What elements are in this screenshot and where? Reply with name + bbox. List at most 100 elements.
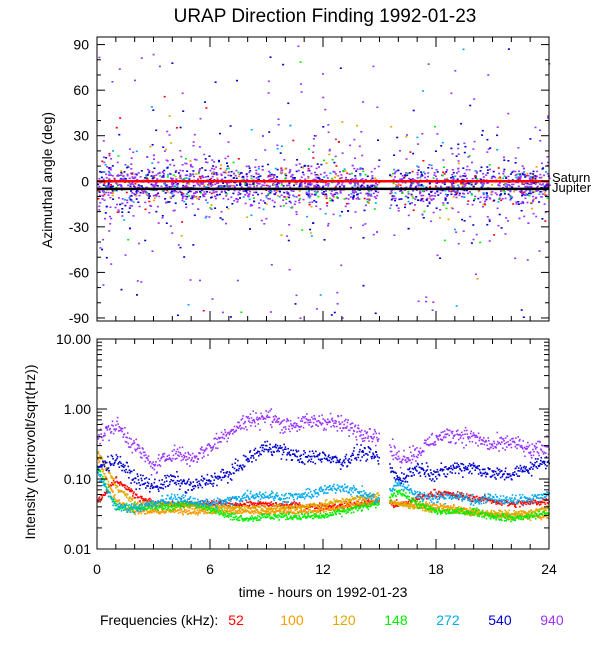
scatter-point	[521, 192, 524, 195]
intensity-point	[298, 502, 301, 504]
scatter-point	[192, 244, 195, 246]
scatter-point	[451, 169, 454, 171]
scatter-point	[471, 203, 474, 206]
scatter-point	[447, 218, 450, 221]
scatter-point	[247, 193, 250, 196]
scatter-point	[548, 184, 551, 186]
intensity-point	[232, 508, 235, 511]
intensity-point	[469, 515, 472, 517]
intensity-point	[292, 502, 295, 504]
intensity-point	[278, 509, 280, 511]
intensity-point	[115, 487, 117, 489]
scatter-point	[470, 242, 473, 244]
scatter-point	[258, 202, 260, 205]
scatter-point	[133, 193, 136, 195]
scatter-point	[375, 182, 377, 185]
intensity-point	[393, 503, 395, 505]
scatter-point	[272, 175, 275, 177]
intensity-point	[441, 494, 444, 496]
scatter-point	[368, 185, 371, 188]
scatter-point	[304, 182, 306, 184]
scatter-point	[293, 195, 296, 198]
scatter-point	[356, 193, 358, 196]
scatter-point	[331, 177, 334, 180]
intensity-point	[137, 508, 139, 511]
scatter-point	[308, 148, 310, 150]
intensity-point	[117, 489, 119, 491]
intensity-point	[101, 468, 104, 470]
scatter-point	[482, 176, 485, 178]
scatter-point	[371, 184, 374, 187]
scatter-point	[232, 192, 235, 195]
scatter-point	[198, 198, 201, 200]
intensity-point	[493, 510, 495, 512]
scatter-point	[151, 185, 154, 187]
scatter-point	[312, 144, 315, 147]
scatter-point	[536, 170, 539, 173]
scatter-point	[163, 182, 165, 185]
scatter-point	[255, 177, 258, 179]
intensity-point	[191, 511, 194, 514]
scatter-point	[434, 192, 437, 195]
intensity-point	[241, 512, 243, 514]
scatter-point	[544, 194, 547, 196]
scatter-point	[354, 175, 357, 177]
intensity-point	[535, 501, 537, 504]
scatter-point	[245, 173, 248, 175]
intensity-point	[481, 510, 483, 513]
scatter-point	[372, 233, 375, 236]
scatter-point	[121, 202, 124, 205]
scatter-point	[541, 168, 544, 170]
scatter-point	[457, 167, 460, 170]
scatter-point	[488, 220, 491, 222]
scatter-point	[422, 200, 425, 203]
scatter-point	[116, 183, 119, 185]
scatter-point	[135, 150, 138, 153]
intensity-point	[128, 487, 130, 489]
scatter-point	[209, 207, 212, 209]
scatter-point	[241, 176, 244, 178]
intensity-point	[233, 507, 236, 509]
intensity-point	[252, 507, 255, 510]
scatter-point	[451, 153, 454, 155]
scatter-point	[267, 163, 270, 166]
scatter-point	[131, 176, 134, 178]
scatter-point	[526, 174, 528, 177]
scatter-point	[345, 202, 348, 205]
scatter-point	[395, 186, 398, 188]
intensity-point	[284, 505, 287, 507]
scatter-point	[293, 177, 296, 179]
intensity-point	[495, 501, 498, 503]
scatter-point	[149, 204, 152, 207]
scatter-point	[322, 186, 324, 188]
intensity-point	[171, 507, 174, 510]
scatter-point	[217, 182, 220, 184]
scatter-point	[136, 294, 138, 296]
scatter-point	[433, 174, 436, 176]
scatter-point	[247, 195, 250, 198]
intensity-point	[258, 511, 261, 514]
scatter-point	[247, 186, 250, 188]
scatter-point	[171, 192, 174, 195]
intensity-point	[404, 502, 406, 504]
intensity-point	[154, 504, 156, 507]
intensity-point	[143, 498, 145, 500]
scatter-point	[541, 193, 544, 195]
intensity-point	[179, 504, 182, 506]
intensity-point	[392, 501, 395, 504]
scatter-point	[347, 210, 350, 212]
scatter-point	[324, 108, 327, 111]
scatter-point	[188, 190, 191, 192]
scatter-point	[298, 163, 301, 165]
scatter-point	[239, 197, 241, 199]
scatter-point	[464, 183, 466, 185]
scatter-point	[329, 199, 332, 202]
scatter-point	[158, 171, 161, 174]
scatter-point	[126, 199, 129, 202]
intensity-point	[501, 512, 503, 515]
scatter-point	[335, 165, 338, 167]
intensity-point	[256, 502, 259, 504]
scatter-point	[334, 138, 337, 141]
intensity-point	[504, 512, 507, 515]
scatter-point	[116, 211, 119, 213]
